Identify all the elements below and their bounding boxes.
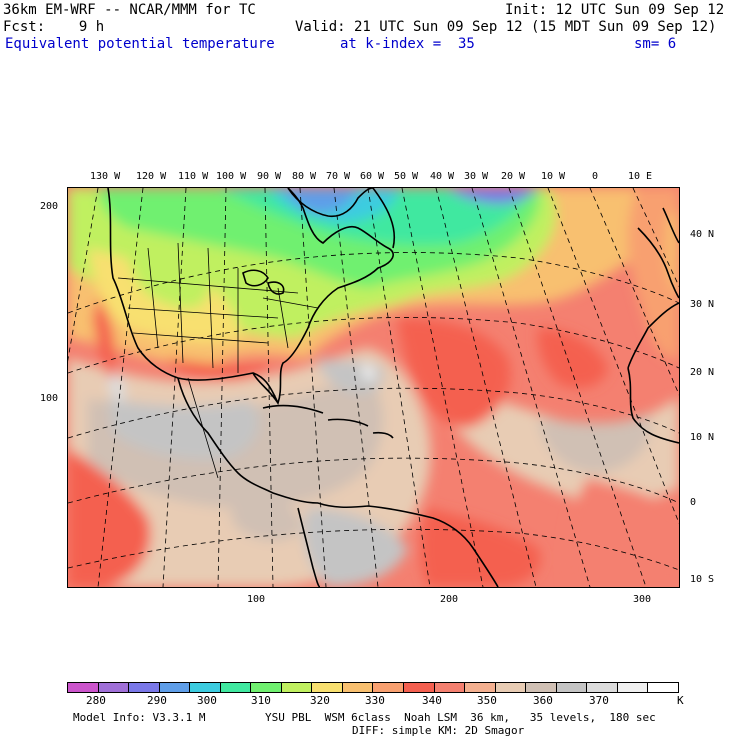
colorbar-swatch bbox=[465, 683, 496, 692]
grid-x-label-200: 200 bbox=[440, 594, 459, 605]
colorbar-label-300: 300 bbox=[197, 694, 217, 707]
grid-x-label-300: 300 bbox=[633, 594, 652, 605]
lon-label-110w: 110 W bbox=[178, 171, 209, 182]
colorbar-label-310: 310 bbox=[251, 694, 271, 707]
grid-x-label-100: 100 bbox=[247, 594, 266, 605]
colorbar-label-320: 320 bbox=[310, 694, 330, 707]
forecast-hour: Fcst: 9 h bbox=[3, 19, 105, 35]
colorbar-swatch bbox=[190, 683, 221, 692]
level-info: at k-index = 35 bbox=[340, 36, 475, 52]
colorbar-swatch bbox=[251, 683, 282, 692]
grid-y-label-200: 200 bbox=[40, 201, 59, 212]
colorbar-swatch bbox=[434, 683, 466, 692]
lat-label-30n: 30 N bbox=[690, 299, 715, 310]
colorbar-swatch bbox=[342, 683, 374, 692]
theta-e-map bbox=[67, 187, 680, 588]
lon-label-30w: 30 W bbox=[464, 171, 489, 182]
lon-label-120w: 120 W bbox=[136, 171, 167, 182]
smoothing-info: sm= 6 bbox=[634, 36, 677, 52]
colorbar-swatch bbox=[526, 683, 557, 692]
colorbar-swatch bbox=[617, 683, 649, 692]
colorbar-swatch bbox=[495, 683, 527, 692]
lon-label-10w: 10 W bbox=[541, 171, 566, 182]
lon-label-90w: 90 W bbox=[257, 171, 282, 182]
colorbar-swatch bbox=[556, 683, 588, 692]
colorbar-swatch bbox=[129, 683, 160, 692]
colorbar bbox=[67, 682, 679, 693]
colorbar-label-350: 350 bbox=[477, 694, 497, 707]
colorbar-swatch bbox=[220, 683, 252, 692]
colorbar-swatch bbox=[98, 683, 130, 692]
lon-label-40w: 40 W bbox=[430, 171, 455, 182]
colorbar-unit: K bbox=[677, 694, 684, 707]
colorbar-swatch bbox=[159, 683, 191, 692]
colorbar-swatch bbox=[373, 683, 405, 692]
valid-time: Valid: 21 UTC Sun 09 Sep 12 (15 MDT Sun … bbox=[295, 19, 717, 35]
political-borders bbox=[117, 242, 319, 479]
lon-label-80w: 80 W bbox=[292, 171, 317, 182]
lon-label-70w: 70 W bbox=[326, 171, 351, 182]
lon-label-100w: 100 W bbox=[216, 171, 247, 182]
coastlines bbox=[107, 188, 679, 587]
colorbar-label-280: 280 bbox=[86, 694, 106, 707]
colorbar-swatch bbox=[648, 683, 678, 692]
lon-label-10e: 10 E bbox=[628, 171, 653, 182]
colorbar-swatch bbox=[404, 683, 435, 692]
theta-e-fill bbox=[68, 188, 679, 587]
lat-label-20n: 20 N bbox=[690, 367, 715, 378]
init-time: Init: 12 UTC Sun 09 Sep 12 bbox=[505, 2, 725, 18]
colorbar-swatch bbox=[312, 683, 343, 692]
lon-label-60w: 60 W bbox=[360, 171, 385, 182]
lon-label-50w: 50 W bbox=[394, 171, 419, 182]
colorbar-swatch bbox=[281, 683, 313, 692]
lon-label-0: 0 bbox=[592, 171, 599, 182]
colorbar-label-340: 340 bbox=[422, 694, 442, 707]
colorbar-swatch bbox=[68, 683, 99, 692]
colorbar-label-290: 290 bbox=[147, 694, 167, 707]
grid-y-label-100: 100 bbox=[40, 393, 59, 404]
lon-label-130w: 130 W bbox=[90, 171, 121, 182]
map-canvas bbox=[68, 188, 679, 587]
lat-label-0: 0 bbox=[690, 497, 697, 508]
lat-label-10n: 10 N bbox=[690, 432, 715, 443]
physics-info-2: DIFF: simple KM: 2D Smagor bbox=[352, 724, 525, 737]
physics-info-1: YSU PBL WSM 6class Noah LSM 36 km, 35 le… bbox=[265, 711, 656, 724]
colorbar-swatch bbox=[587, 683, 618, 692]
colorbar-label-360: 360 bbox=[533, 694, 553, 707]
colorbar-label-330: 330 bbox=[365, 694, 385, 707]
model-title: 36km EM-WRF -- NCAR/MMM for TC bbox=[3, 2, 256, 18]
field-name: Equivalent potential temperature bbox=[5, 36, 275, 52]
lon-label-20w: 20 W bbox=[501, 171, 526, 182]
lat-label-10s: 10 S bbox=[690, 574, 715, 585]
graticule bbox=[68, 188, 679, 587]
model-info: Model Info: V3.3.1 M bbox=[73, 711, 206, 724]
lat-label-40n: 40 N bbox=[690, 229, 715, 240]
colorbar-label-370: 370 bbox=[589, 694, 609, 707]
